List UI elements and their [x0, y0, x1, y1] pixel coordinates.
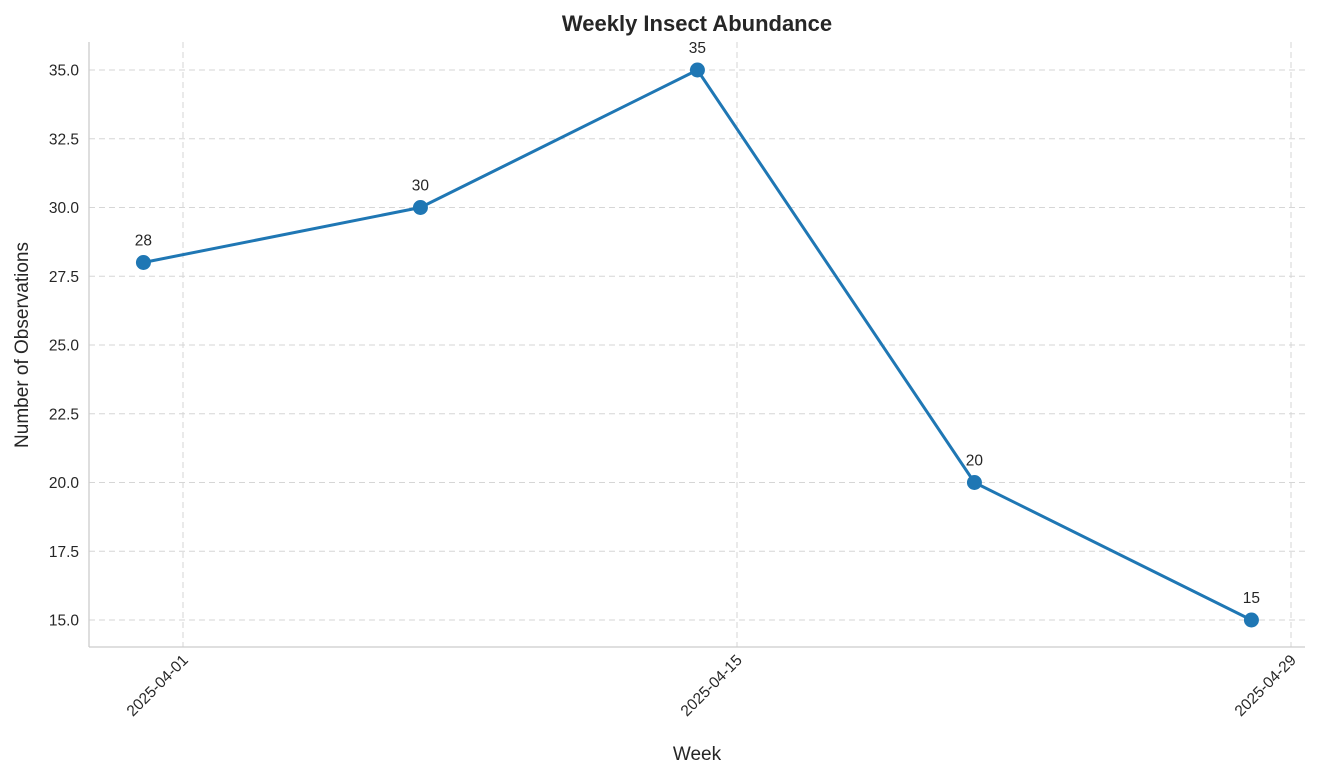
y-tick-label: 22.5: [49, 406, 79, 423]
data-point-marker: [966, 475, 982, 490]
axes-spines: [88, 42, 1305, 648]
y-tick-label: 20.0: [49, 475, 80, 492]
y-tick-label: 17.5: [49, 544, 79, 561]
data-value-label: 28: [135, 233, 152, 250]
y-tick-label: 25.0: [49, 338, 80, 355]
data-labels: 28 30 35 20 15: [135, 40, 1260, 607]
chart-title: Weekly Insect Abundance: [562, 11, 832, 36]
x-tick-labels: 2025-04-01 2025-04-15 2025-04-29: [124, 652, 1300, 720]
y-tick-label: 30.0: [49, 200, 80, 217]
y-axis-label: Number of Observations: [12, 242, 33, 448]
x-tick-label: 2025-04-15: [678, 652, 746, 720]
data-series: [135, 62, 1259, 628]
x-axis-label: Week: [673, 744, 722, 765]
data-point-marker: [689, 62, 705, 78]
data-point-marker: [412, 200, 428, 215]
y-tick-label: 32.5: [49, 131, 79, 148]
data-value-label: 20: [966, 453, 984, 470]
data-value-label: 30: [412, 178, 430, 195]
data-value-label: 35: [689, 40, 706, 57]
y-tick-labels: 15.0 17.5 20.0 22.5 25.0 27.5 30.0 32.5 35.0: [49, 63, 80, 630]
data-point-marker: [135, 255, 151, 270]
y-tick-label: 35.0: [49, 63, 80, 80]
y-tick-label: 27.5: [49, 269, 79, 286]
data-value-label: 15: [1243, 590, 1260, 607]
y-tick-label: 15.0: [49, 613, 80, 630]
x-tick-label: 2025-04-29: [1232, 652, 1300, 720]
x-tick-label: 2025-04-01: [124, 652, 192, 720]
grid-lines: [89, 42, 1305, 647]
data-point-marker: [1243, 612, 1259, 628]
